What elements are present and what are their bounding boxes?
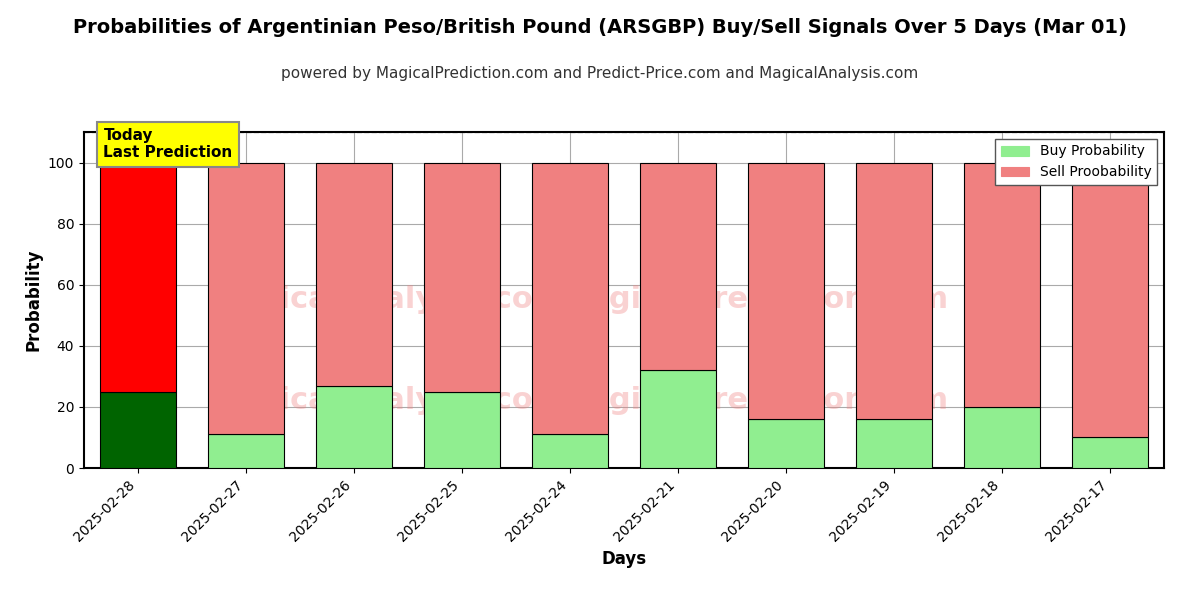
Text: MagicalPrediction.com: MagicalPrediction.com [558,386,949,415]
Bar [317,386,391,468]
Bar [317,163,391,386]
Text: MagicalPrediction.com: MagicalPrediction.com [558,286,949,314]
Bar [641,163,716,370]
Bar [425,392,500,468]
Legend: Buy Probability, Sell Proobability: Buy Probability, Sell Proobability [995,139,1157,185]
Bar [209,163,284,434]
Bar [749,419,824,468]
Text: MagicalAnalysis.com: MagicalAnalysis.com [208,386,565,415]
Text: Today
Last Prediction: Today Last Prediction [103,128,233,160]
Bar [209,434,284,468]
X-axis label: Days: Days [601,550,647,568]
Bar [857,163,932,419]
Bar [1073,163,1147,437]
Bar [749,163,824,419]
Bar [101,392,176,468]
Bar [533,434,607,468]
Bar [965,407,1039,468]
Bar [101,163,176,392]
Text: powered by MagicalPrediction.com and Predict-Price.com and MagicalAnalysis.com: powered by MagicalPrediction.com and Pre… [281,66,919,81]
Bar [1073,437,1147,468]
Bar [857,419,932,468]
Y-axis label: Probability: Probability [24,249,42,351]
Text: MagicalAnalysis.com: MagicalAnalysis.com [208,286,565,314]
Bar [425,163,500,392]
Text: Probabilities of Argentinian Peso/British Pound (ARSGBP) Buy/Sell Signals Over 5: Probabilities of Argentinian Peso/Britis… [73,18,1127,37]
Bar [533,163,607,434]
Bar [641,370,716,468]
Bar [965,163,1039,407]
